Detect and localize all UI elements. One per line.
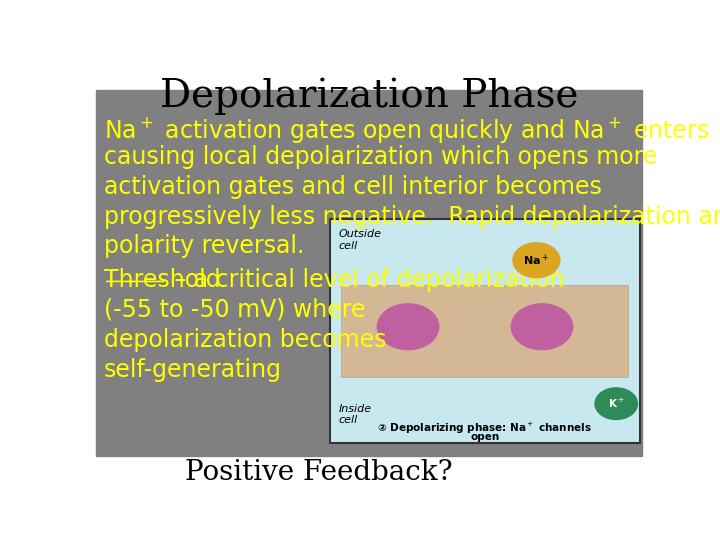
Circle shape xyxy=(513,243,560,278)
Text: Na$^+$ activation gates open quickly and Na$^+$ enters: Na$^+$ activation gates open quickly and… xyxy=(104,114,709,145)
Text: activation gates and cell interior becomes: activation gates and cell interior becom… xyxy=(104,174,602,199)
Text: Threshold: Threshold xyxy=(104,268,220,292)
Text: Na$^+$: Na$^+$ xyxy=(523,253,549,268)
Circle shape xyxy=(377,304,438,349)
Text: depolarization becomes: depolarization becomes xyxy=(104,328,387,352)
Text: Inside
cell: Inside cell xyxy=(338,404,372,426)
Text: open: open xyxy=(470,433,500,442)
Text: K$^+$: K$^+$ xyxy=(608,397,625,410)
Text: – a critical level of depolarization: – a critical level of depolarization xyxy=(167,268,564,292)
Text: Depolarization Phase: Depolarization Phase xyxy=(160,77,578,115)
Circle shape xyxy=(511,304,572,349)
Text: Outside
cell: Outside cell xyxy=(338,229,382,251)
Text: causing local depolarization which opens more: causing local depolarization which opens… xyxy=(104,145,657,168)
Text: polarity reversal.: polarity reversal. xyxy=(104,234,305,259)
Text: self-generating: self-generating xyxy=(104,357,282,382)
FancyBboxPatch shape xyxy=(341,285,629,377)
FancyBboxPatch shape xyxy=(330,219,639,443)
FancyBboxPatch shape xyxy=(96,90,642,456)
Text: ② Depolarizing phase: Na$^+$ channels: ② Depolarizing phase: Na$^+$ channels xyxy=(377,421,592,436)
Text: Positive Feedback?: Positive Feedback? xyxy=(185,459,452,486)
Text: progressively less negative.  Rapid depolarization and: progressively less negative. Rapid depol… xyxy=(104,205,720,228)
Circle shape xyxy=(595,388,637,420)
Text: (-55 to -50 mV) where: (-55 to -50 mV) where xyxy=(104,298,366,322)
